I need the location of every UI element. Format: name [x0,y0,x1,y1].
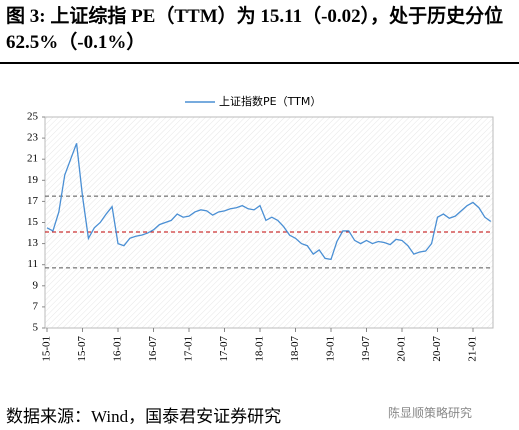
x-tick-label: 20-01 [396,336,408,362]
watermark: 陈显顺策略研究 [388,406,473,420]
x-tick-label: 19-07 [360,336,372,362]
x-tick-label: 20-07 [431,336,443,362]
x-tick-label: 18-01 [254,336,266,362]
y-tick-label: 13 [27,237,39,249]
x-tick-label: 16-01 [112,336,124,362]
y-tick-label: 5 [33,322,39,334]
legend-label: 上证指数PE（TTM） [219,94,321,108]
x-tick-label: 19-01 [325,336,337,362]
y-tick-label: 11 [27,258,38,270]
y-tick-label: 23 [27,132,39,144]
y-tick-label: 9 [33,279,39,291]
y-tick-label: 21 [27,153,38,165]
x-tick-label: 16-07 [147,336,159,362]
x-tick-label: 21-01 [467,336,479,362]
x-tick-label: 15-07 [76,336,88,362]
y-tick-label: 17 [27,195,39,207]
y-tick-label: 25 [27,111,39,123]
y-tick-label: 7 [33,300,39,312]
title-rule [0,62,519,64]
y-tick-label: 15 [27,216,39,228]
plot-area [44,116,494,329]
x-tick-label: 17-07 [218,336,230,362]
series-line [46,143,492,261]
x-tick-label: 18-07 [289,336,301,362]
x-tick-label: 17-01 [183,336,195,362]
x-tick-label: 15-01 [41,336,53,362]
title: 图 3: 上证综指 PE（TTM）为 15.11（-0.02），处于历史分位 6… [6,6,504,53]
source: 数据来源：Wind，国泰君安证券研究 [6,407,282,426]
y-tick-label: 19 [27,174,39,186]
